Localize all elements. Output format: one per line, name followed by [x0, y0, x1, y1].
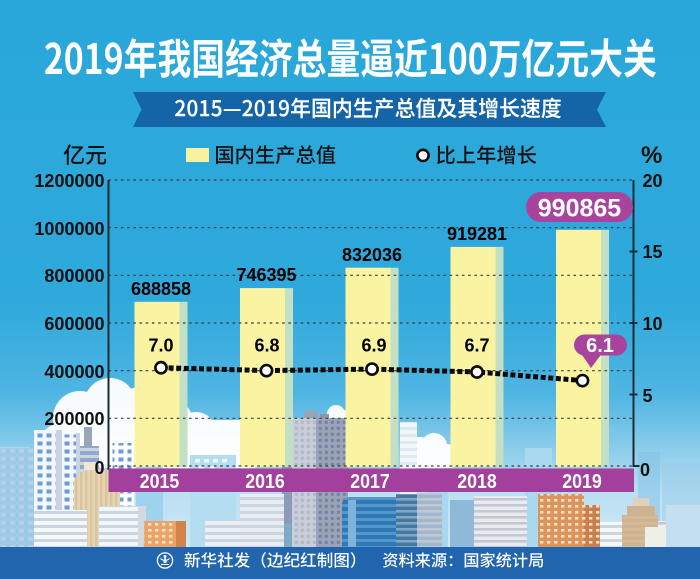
- svg-text:832036: 832036: [342, 245, 402, 265]
- svg-text:0: 0: [640, 460, 650, 480]
- svg-text:1000000: 1000000: [34, 219, 104, 239]
- svg-text:688858: 688858: [131, 279, 191, 299]
- svg-text:6.8: 6.8: [254, 336, 279, 356]
- svg-text:20: 20: [643, 171, 663, 191]
- svg-text:6.9: 6.9: [361, 336, 386, 356]
- svg-text:2016: 2016: [245, 471, 285, 493]
- svg-text:990865: 990865: [538, 195, 622, 223]
- svg-text:6.7: 6.7: [464, 336, 489, 356]
- svg-text:6.1: 6.1: [586, 335, 614, 357]
- svg-text:600000: 600000: [44, 314, 104, 334]
- svg-text:0: 0: [94, 458, 104, 478]
- svg-text:1200000: 1200000: [34, 171, 104, 191]
- svg-text:10: 10: [643, 314, 663, 334]
- svg-text:746395: 746395: [236, 265, 296, 285]
- svg-text:919281: 919281: [447, 224, 507, 244]
- svg-text:2017: 2017: [350, 471, 390, 493]
- svg-text:800000: 800000: [44, 266, 104, 286]
- svg-text:2015: 2015: [140, 471, 180, 493]
- svg-text:%: %: [641, 142, 662, 169]
- svg-text:2018: 2018: [457, 471, 497, 493]
- svg-text:15: 15: [643, 242, 663, 262]
- svg-text:200000: 200000: [44, 409, 104, 429]
- svg-text:5: 5: [643, 386, 653, 406]
- svg-text:2019: 2019: [562, 471, 602, 493]
- svg-text:400000: 400000: [44, 362, 104, 382]
- svg-text:7.0: 7.0: [148, 336, 173, 356]
